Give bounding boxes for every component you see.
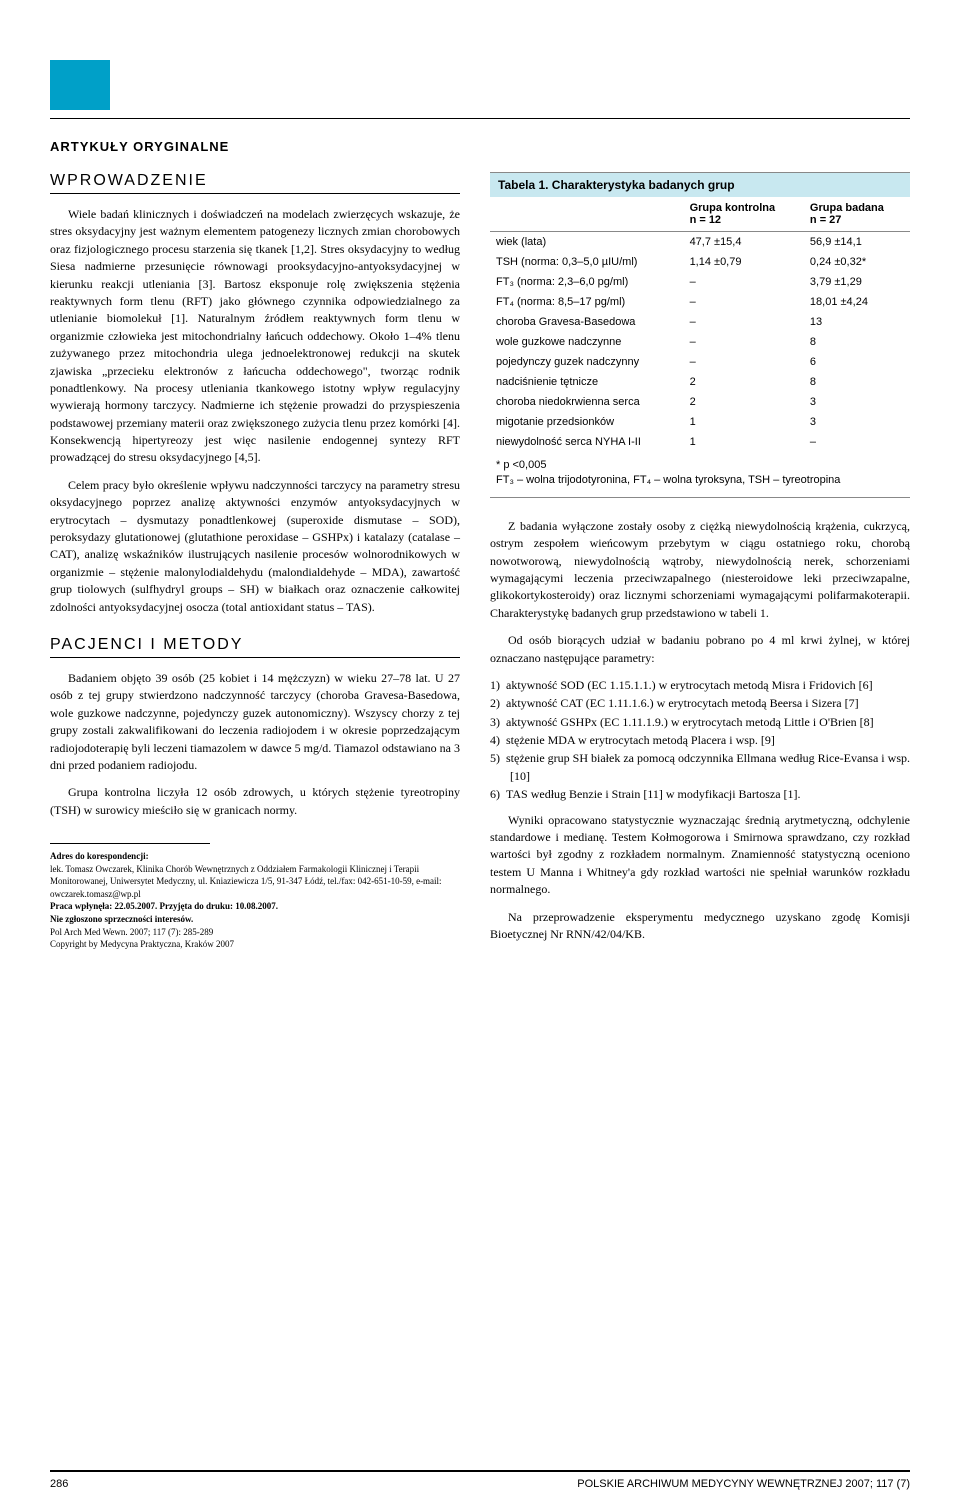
table-row: nadciśnienie tętnicze28 bbox=[490, 372, 910, 392]
address-line-5: Copyright by Medycyna Praktyczna, Kraków… bbox=[50, 938, 460, 951]
table-header-study: Grupa badana n = 27 bbox=[804, 197, 910, 232]
row-study-value: 13 bbox=[804, 312, 910, 332]
right-column: Tabela 1. Charakterystyka badanych grup … bbox=[490, 172, 910, 953]
table-row: choroba niedokrwienna serca23 bbox=[490, 392, 910, 412]
row-label: pojedynczy guzek nadczynny bbox=[490, 352, 684, 372]
row-study-value: 18,01 ±4,24 bbox=[804, 292, 910, 312]
row-control-value: – bbox=[684, 352, 804, 372]
intro-paragraph-1: Wiele badań klinicznych i doświadczeń na… bbox=[50, 206, 460, 467]
row-study-value: 0,24 ±0,32* bbox=[804, 252, 910, 272]
table-title: Tabela 1. Charakterystyka badanych grup bbox=[490, 172, 910, 197]
row-label: choroba Gravesa-Basedowa bbox=[490, 312, 684, 332]
row-study-value: 8 bbox=[804, 372, 910, 392]
row-control-value: – bbox=[684, 312, 804, 332]
address-line-1: lek. Tomasz Owczarek, Klinika Chorób Wew… bbox=[50, 863, 460, 901]
row-control-value: – bbox=[684, 292, 804, 312]
list-item: 5) stężenie grup SH białek za pomocą odc… bbox=[490, 750, 910, 785]
table-row: wiek (lata)47,7 ±15,456,9 ±14,1 bbox=[490, 232, 910, 253]
address-heading: Adres do korespondencji: bbox=[50, 850, 460, 863]
list-item: 4) stężenie MDA w erytrocytach metodą Pl… bbox=[490, 732, 910, 749]
list-item: 1) aktywność SOD (EC 1.15.1.1.) w erytro… bbox=[490, 677, 910, 694]
methods-heading: PACJENCI I METODY bbox=[50, 636, 460, 658]
row-label: TSH (norma: 0,3–5,0 µIU/ml) bbox=[490, 252, 684, 272]
page-number: 286 bbox=[50, 1478, 68, 1490]
row-label: choroba niedokrwienna serca bbox=[490, 392, 684, 412]
header-accent-block bbox=[50, 60, 110, 110]
article-type-label: ARTYKUŁY ORYGINALNE bbox=[50, 139, 910, 154]
row-study-value: 56,9 ±14,1 bbox=[804, 232, 910, 253]
row-control-value: 2 bbox=[684, 392, 804, 412]
table-row: migotanie przedsionków13 bbox=[490, 412, 910, 432]
blood-sample-paragraph: Od osób biorących udział w badaniu pobra… bbox=[490, 632, 910, 667]
statistics-paragraph: Wyniki opracowano statystycznie wyznacza… bbox=[490, 812, 910, 899]
table-header-control: Grupa kontrolna n = 12 bbox=[684, 197, 804, 232]
header-rule bbox=[50, 118, 910, 119]
row-label: wole guzkowe nadczynne bbox=[490, 332, 684, 352]
table-header-empty bbox=[490, 197, 684, 232]
table-row: choroba Gravesa-Basedowa–13 bbox=[490, 312, 910, 332]
row-study-value: 3 bbox=[804, 412, 910, 432]
list-item: 2) aktywność CAT (EC 1.11.1.6.) w erytro… bbox=[490, 695, 910, 712]
row-study-value: 3 bbox=[804, 392, 910, 412]
row-label: wiek (lata) bbox=[490, 232, 684, 253]
table-footnote: * p <0,005 FT₃ – wolna trijodotyronina, … bbox=[490, 452, 910, 498]
methods-paragraph-1: Badaniem objęto 39 osób (25 kobiet i 14 … bbox=[50, 670, 460, 774]
page-footer: 286 POLSKIE ARCHIWUM MEDYCYNY WEWNĘTRZNE… bbox=[50, 1470, 910, 1490]
row-control-value: – bbox=[684, 332, 804, 352]
intro-heading: WPROWADZENIE bbox=[50, 172, 460, 194]
row-label: FT₃ (norma: 2,3–6,0 pg/ml) bbox=[490, 272, 684, 292]
methods-list: 1) aktywność SOD (EC 1.15.1.1.) w erytro… bbox=[490, 677, 910, 804]
row-control-value: 2 bbox=[684, 372, 804, 392]
row-control-value: 1 bbox=[684, 432, 804, 452]
row-study-value: 8 bbox=[804, 332, 910, 352]
methods-paragraph-2: Grupa kontrolna liczyła 12 osób zdrowych… bbox=[50, 784, 460, 819]
table-row: niewydolność serca NYHA I-II1– bbox=[490, 432, 910, 452]
correspondence-address: Adres do korespondencji: lek. Tomasz Owc… bbox=[50, 850, 460, 951]
row-label: migotanie przedsionków bbox=[490, 412, 684, 432]
table-row: pojedynczy guzek nadczynny–6 bbox=[490, 352, 910, 372]
row-study-value: 6 bbox=[804, 352, 910, 372]
row-study-value: 3,79 ±1,29 bbox=[804, 272, 910, 292]
row-control-value: 47,7 ±15,4 bbox=[684, 232, 804, 253]
list-item: 3) aktywność GSHPx (EC 1.11.1.9.) w eryt… bbox=[490, 714, 910, 731]
exclusion-paragraph: Z badania wyłączone zostały osoby z cięż… bbox=[490, 518, 910, 622]
footnote-legend: FT₃ – wolna trijodotyronina, FT₄ – wolna… bbox=[496, 473, 904, 488]
row-label: nadciśnienie tętnicze bbox=[490, 372, 684, 392]
two-column-layout: WPROWADZENIE Wiele badań klinicznych i d… bbox=[50, 172, 910, 953]
row-control-value: 1,14 ±0,79 bbox=[684, 252, 804, 272]
table-row: FT₃ (norma: 2,3–6,0 pg/ml)–3,79 ±1,29 bbox=[490, 272, 910, 292]
ethics-paragraph: Na przeprowadzenie eksperymentu medyczne… bbox=[490, 909, 910, 944]
left-column: WPROWADZENIE Wiele badań klinicznych i d… bbox=[50, 172, 460, 953]
address-line-2: Praca wpłynęła: 22.05.2007. Przyjęta do … bbox=[50, 900, 460, 913]
row-label: FT₄ (norma: 8,5–17 pg/ml) bbox=[490, 292, 684, 312]
list-item: 6) TAS według Benzie i Strain [11] w mod… bbox=[490, 786, 910, 803]
table-row: FT₄ (norma: 8,5–17 pg/ml)–18,01 ±4,24 bbox=[490, 292, 910, 312]
row-label: niewydolność serca NYHA I-II bbox=[490, 432, 684, 452]
table-row: wole guzkowe nadczynne–8 bbox=[490, 332, 910, 352]
row-control-value: 1 bbox=[684, 412, 804, 432]
intro-paragraph-2: Celem pracy było określenie wpływu nadcz… bbox=[50, 477, 460, 616]
table-1: Tabela 1. Charakterystyka badanych grup … bbox=[490, 172, 910, 498]
row-control-value: – bbox=[684, 272, 804, 292]
address-divider bbox=[50, 843, 210, 844]
journal-footer: POLSKIE ARCHIWUM MEDYCYNY WEWNĘTRZNEJ 20… bbox=[577, 1478, 910, 1490]
address-line-4: Pol Arch Med Wewn. 2007; 117 (7): 285-28… bbox=[50, 926, 460, 939]
row-study-value: – bbox=[804, 432, 910, 452]
footnote-p-value: * p <0,005 bbox=[496, 458, 904, 473]
address-line-3: Nie zgłoszono sprzeczności interesów. bbox=[50, 913, 460, 926]
table-row: TSH (norma: 0,3–5,0 µIU/ml)1,14 ±0,790,2… bbox=[490, 252, 910, 272]
characteristics-table: Grupa kontrolna n = 12 Grupa badana n = … bbox=[490, 197, 910, 452]
